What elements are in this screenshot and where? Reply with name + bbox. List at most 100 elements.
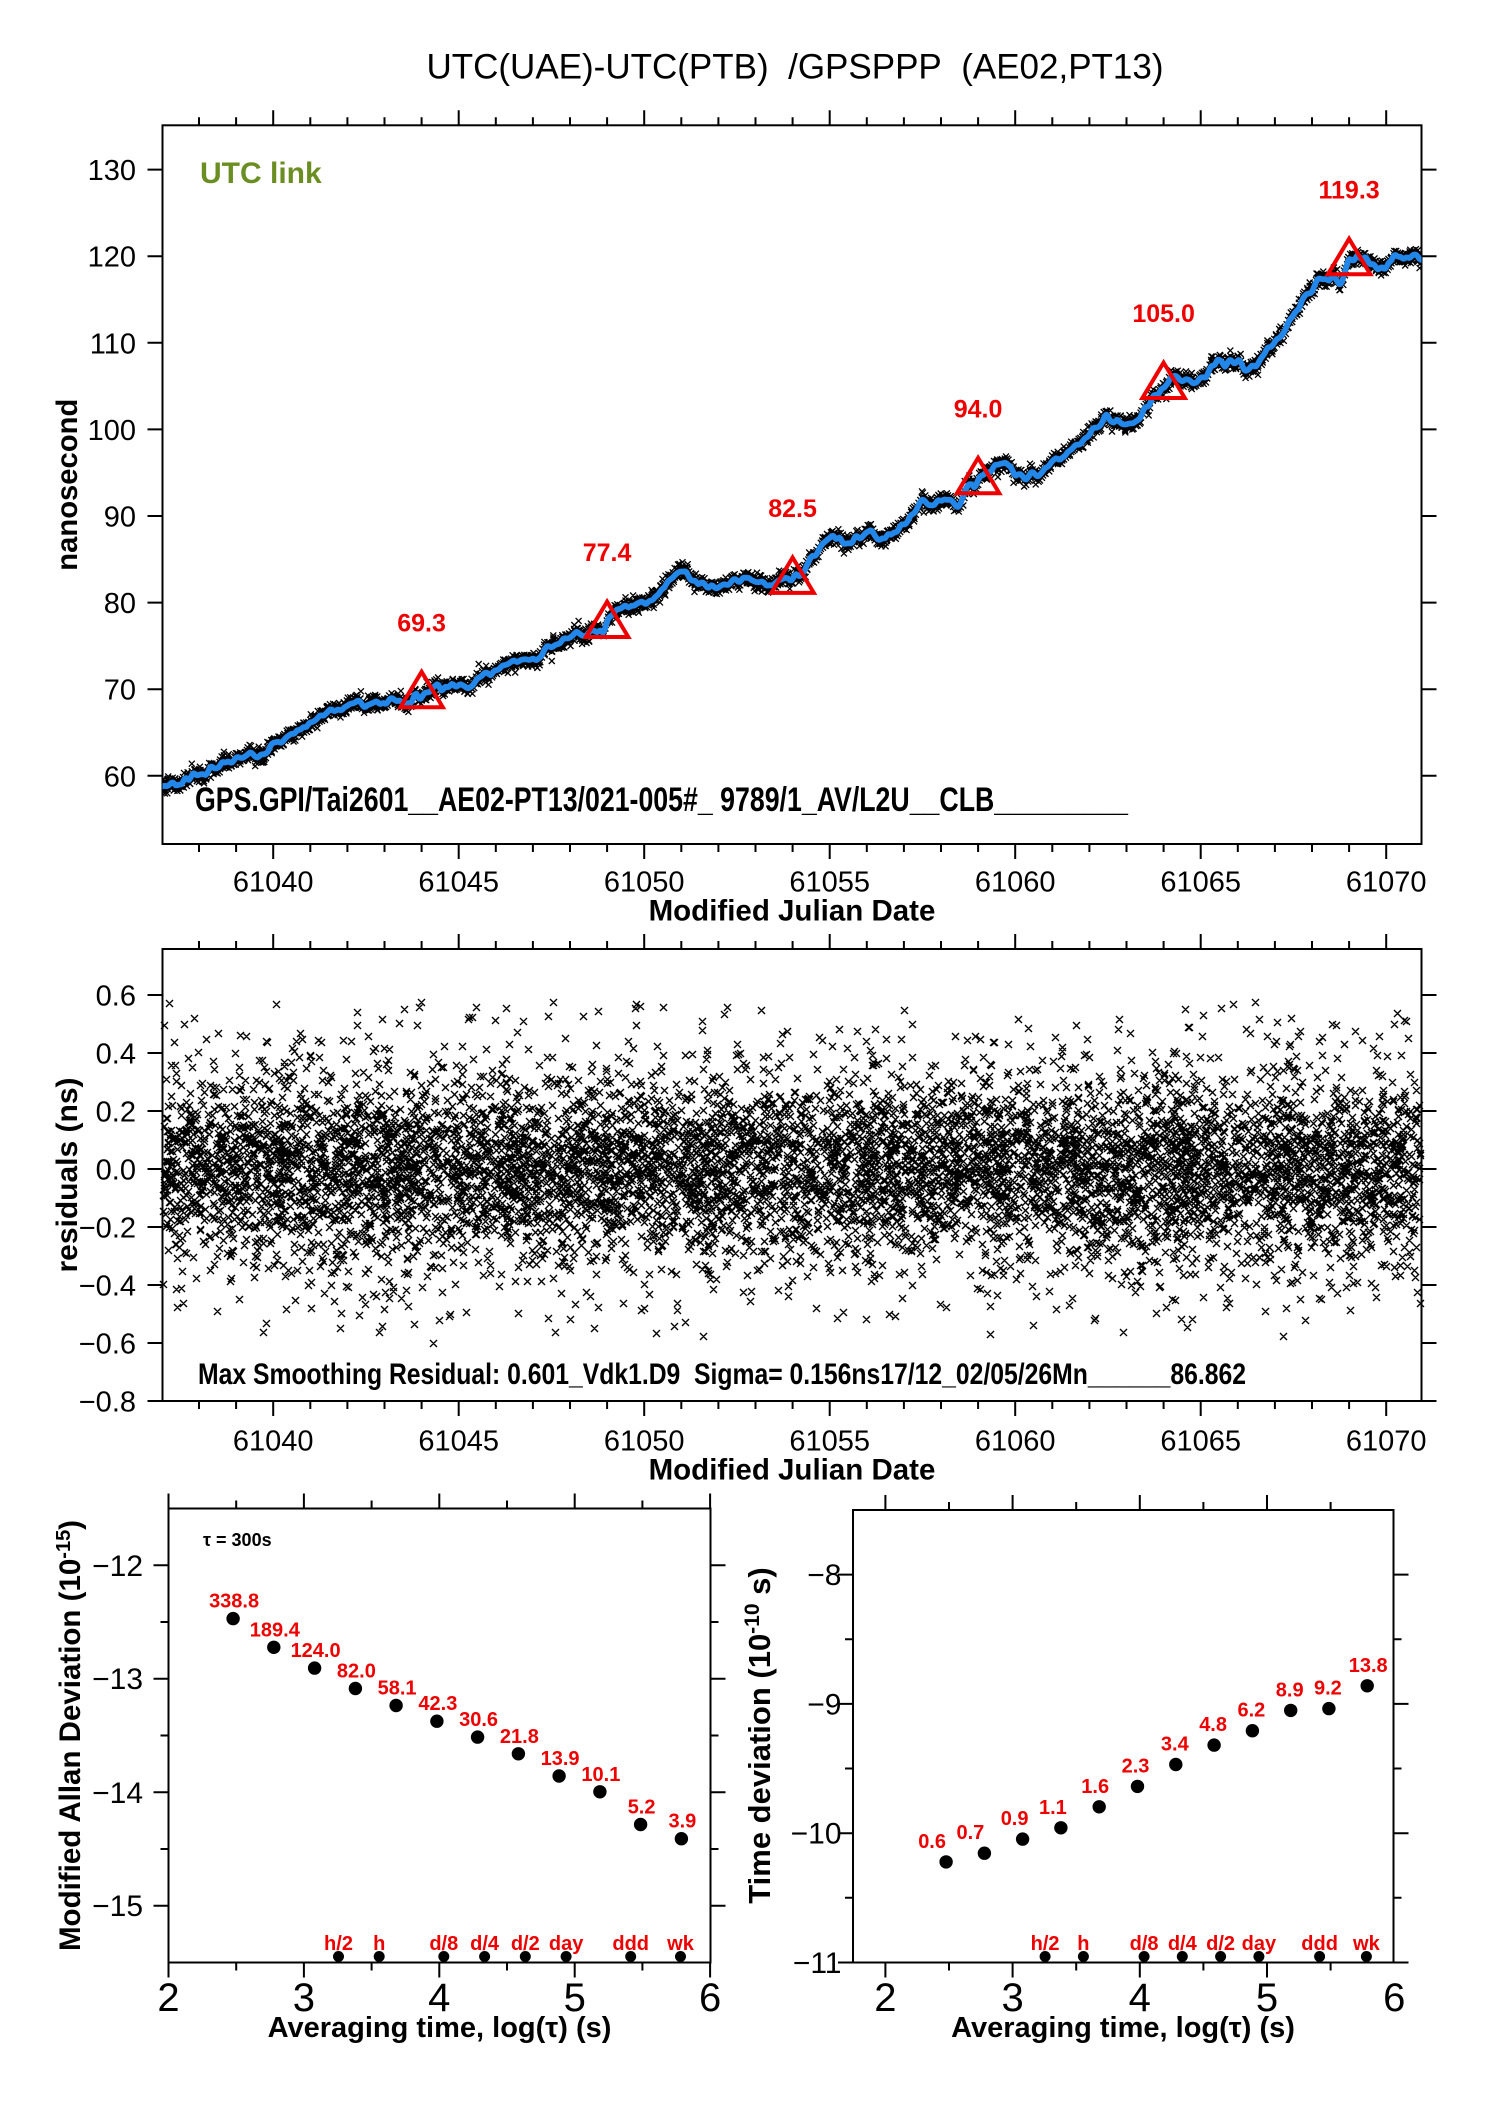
svg-text:d/4: d/4 <box>470 1933 500 1955</box>
svg-text:wk: wk <box>666 1933 695 1955</box>
svg-text:61065: 61065 <box>1160 867 1241 899</box>
svg-text:61065: 61065 <box>1160 1426 1241 1458</box>
svg-text:10.1: 10.1 <box>581 1764 620 1786</box>
svg-text:−13: −13 <box>92 1663 143 1696</box>
svg-text:82.5: 82.5 <box>768 495 817 523</box>
svg-text:8.9: 8.9 <box>1276 1679 1304 1701</box>
svg-text:94.0: 94.0 <box>954 395 1003 423</box>
svg-text:13.8: 13.8 <box>1349 1655 1388 1677</box>
svg-text:120: 120 <box>88 242 136 274</box>
svg-text:110: 110 <box>90 328 136 360</box>
svg-text:0.2: 0.2 <box>96 1097 136 1129</box>
svg-text:0.4: 0.4 <box>96 1039 136 1071</box>
svg-text:UTC(UAE)-UTC(PTB) /GPSPPP (A: UTC(UAE)-UTC(PTB) /GPSPPP (AE02,PT13) <box>426 48 1163 87</box>
svg-text:338.8: 338.8 <box>209 1591 259 1613</box>
svg-text:h: h <box>1077 1933 1089 1955</box>
svg-text:0.6: 0.6 <box>96 981 136 1013</box>
svg-text:−0.8: −0.8 <box>79 1387 136 1419</box>
svg-text:61070: 61070 <box>1346 867 1427 899</box>
svg-text:4: 4 <box>428 1976 450 2020</box>
svg-text:4.8: 4.8 <box>1199 1714 1227 1736</box>
svg-text:13.9: 13.9 <box>541 1748 580 1770</box>
svg-text:61055: 61055 <box>789 1426 870 1458</box>
svg-text:61040: 61040 <box>233 867 314 899</box>
svg-text:82.0: 82.0 <box>337 1661 376 1683</box>
svg-text:Averaging time, log(τ) (s): Averaging time, log(τ) (s) <box>951 2012 1295 2044</box>
svg-text:0.6: 0.6 <box>918 1831 946 1853</box>
svg-text:3.9: 3.9 <box>668 1811 696 1833</box>
svg-text:61045: 61045 <box>418 867 499 899</box>
svg-text:6: 6 <box>699 1976 721 2020</box>
svg-text:2: 2 <box>874 1976 896 2020</box>
svg-text:residuals (ns): residuals (ns) <box>51 1077 84 1272</box>
svg-text:3: 3 <box>1001 1976 1023 2020</box>
svg-text:69.3: 69.3 <box>397 609 446 637</box>
svg-text:5: 5 <box>1256 1976 1278 2020</box>
svg-text:−12: −12 <box>92 1550 143 1583</box>
svg-text:day: day <box>549 1933 584 1955</box>
svg-text:90: 90 <box>104 502 136 534</box>
svg-text:3.4: 3.4 <box>1161 1734 1190 1756</box>
svg-text:2: 2 <box>157 1976 179 2020</box>
svg-text:ddd: ddd <box>1301 1933 1338 1955</box>
svg-text:61045: 61045 <box>418 1426 499 1458</box>
svg-text:60: 60 <box>104 761 136 793</box>
svg-text:wk: wk <box>1352 1933 1381 1955</box>
svg-text:−8: −8 <box>807 1559 841 1592</box>
svg-text:4: 4 <box>1129 1976 1151 2020</box>
svg-text:61060: 61060 <box>975 867 1056 899</box>
svg-text:70: 70 <box>104 675 136 707</box>
svg-text:d/2: d/2 <box>1206 1933 1235 1955</box>
svg-text:61040: 61040 <box>233 1426 314 1458</box>
svg-text:6: 6 <box>1383 1976 1405 2020</box>
svg-text:Modified Julian Date: Modified Julian Date <box>649 895 936 928</box>
svg-text:2.3: 2.3 <box>1122 1755 1150 1777</box>
svg-text:d/2: d/2 <box>511 1933 540 1955</box>
svg-text:30.6: 30.6 <box>459 1709 498 1731</box>
svg-text:−11: −11 <box>793 1947 842 1980</box>
svg-text:Modified Allan Deviation (10-1: Modified Allan Deviation (10-15) <box>53 1520 87 1951</box>
svg-text:61050: 61050 <box>604 1426 685 1458</box>
svg-text:h/2: h/2 <box>1031 1933 1060 1955</box>
svg-text:61070: 61070 <box>1346 1426 1427 1458</box>
svg-text:21.8: 21.8 <box>500 1726 539 1748</box>
svg-text:Max Smoothing Residual: 0.601_: Max Smoothing Residual: 0.601_Vdk1.D9 Si… <box>198 1358 1246 1391</box>
svg-text:−15: −15 <box>92 1890 143 1923</box>
svg-text:124.0: 124.0 <box>291 1640 341 1662</box>
svg-text:UTC link: UTC link <box>200 157 322 190</box>
svg-text:−14: −14 <box>92 1777 143 1810</box>
svg-text:d/4: d/4 <box>1168 1933 1198 1955</box>
svg-text:−9: −9 <box>807 1688 841 1721</box>
svg-text:3: 3 <box>293 1976 315 2020</box>
svg-text:1.1: 1.1 <box>1039 1797 1067 1819</box>
svg-text:61055: 61055 <box>789 867 870 899</box>
svg-text:d/8: d/8 <box>1130 1933 1159 1955</box>
svg-text:−10: −10 <box>791 1818 842 1851</box>
svg-text:h: h <box>373 1933 385 1955</box>
svg-text:−0.2: −0.2 <box>79 1213 136 1245</box>
svg-text:9.2: 9.2 <box>1314 1678 1342 1700</box>
svg-text:5.2: 5.2 <box>628 1797 656 1819</box>
svg-text:Averaging time, log(τ) (s): Averaging time, log(τ) (s) <box>268 2012 612 2044</box>
svg-text:0.9: 0.9 <box>1001 1808 1029 1830</box>
svg-text:80: 80 <box>104 588 136 620</box>
svg-text:100: 100 <box>88 415 136 447</box>
svg-text:0.7: 0.7 <box>956 1822 984 1844</box>
svg-text:58.1: 58.1 <box>378 1678 417 1700</box>
svg-text:h/2: h/2 <box>324 1933 353 1955</box>
svg-text:130: 130 <box>88 155 136 187</box>
svg-text:1.6: 1.6 <box>1081 1776 1109 1798</box>
svg-text:42.3: 42.3 <box>418 1693 457 1715</box>
svg-text:0.0: 0.0 <box>96 1155 136 1187</box>
svg-text:GPS.GPI/Tai2601__AE02-PT13/021: GPS.GPI/Tai2601__AE02-PT13/021-005#_ 978… <box>195 781 1129 819</box>
svg-text:6.2: 6.2 <box>1237 1700 1265 1722</box>
svg-text:Modified Julian Date: Modified Julian Date <box>649 1454 936 1487</box>
svg-text:61060: 61060 <box>975 1426 1056 1458</box>
svg-text:nanosecond: nanosecond <box>51 399 84 571</box>
svg-text:−0.4: −0.4 <box>79 1271 136 1303</box>
svg-text:105.0: 105.0 <box>1132 300 1195 328</box>
svg-text:61050: 61050 <box>604 867 685 899</box>
svg-text:5: 5 <box>564 1976 586 2020</box>
svg-text:119.3: 119.3 <box>1319 176 1380 204</box>
svg-text:day: day <box>1242 1933 1277 1955</box>
